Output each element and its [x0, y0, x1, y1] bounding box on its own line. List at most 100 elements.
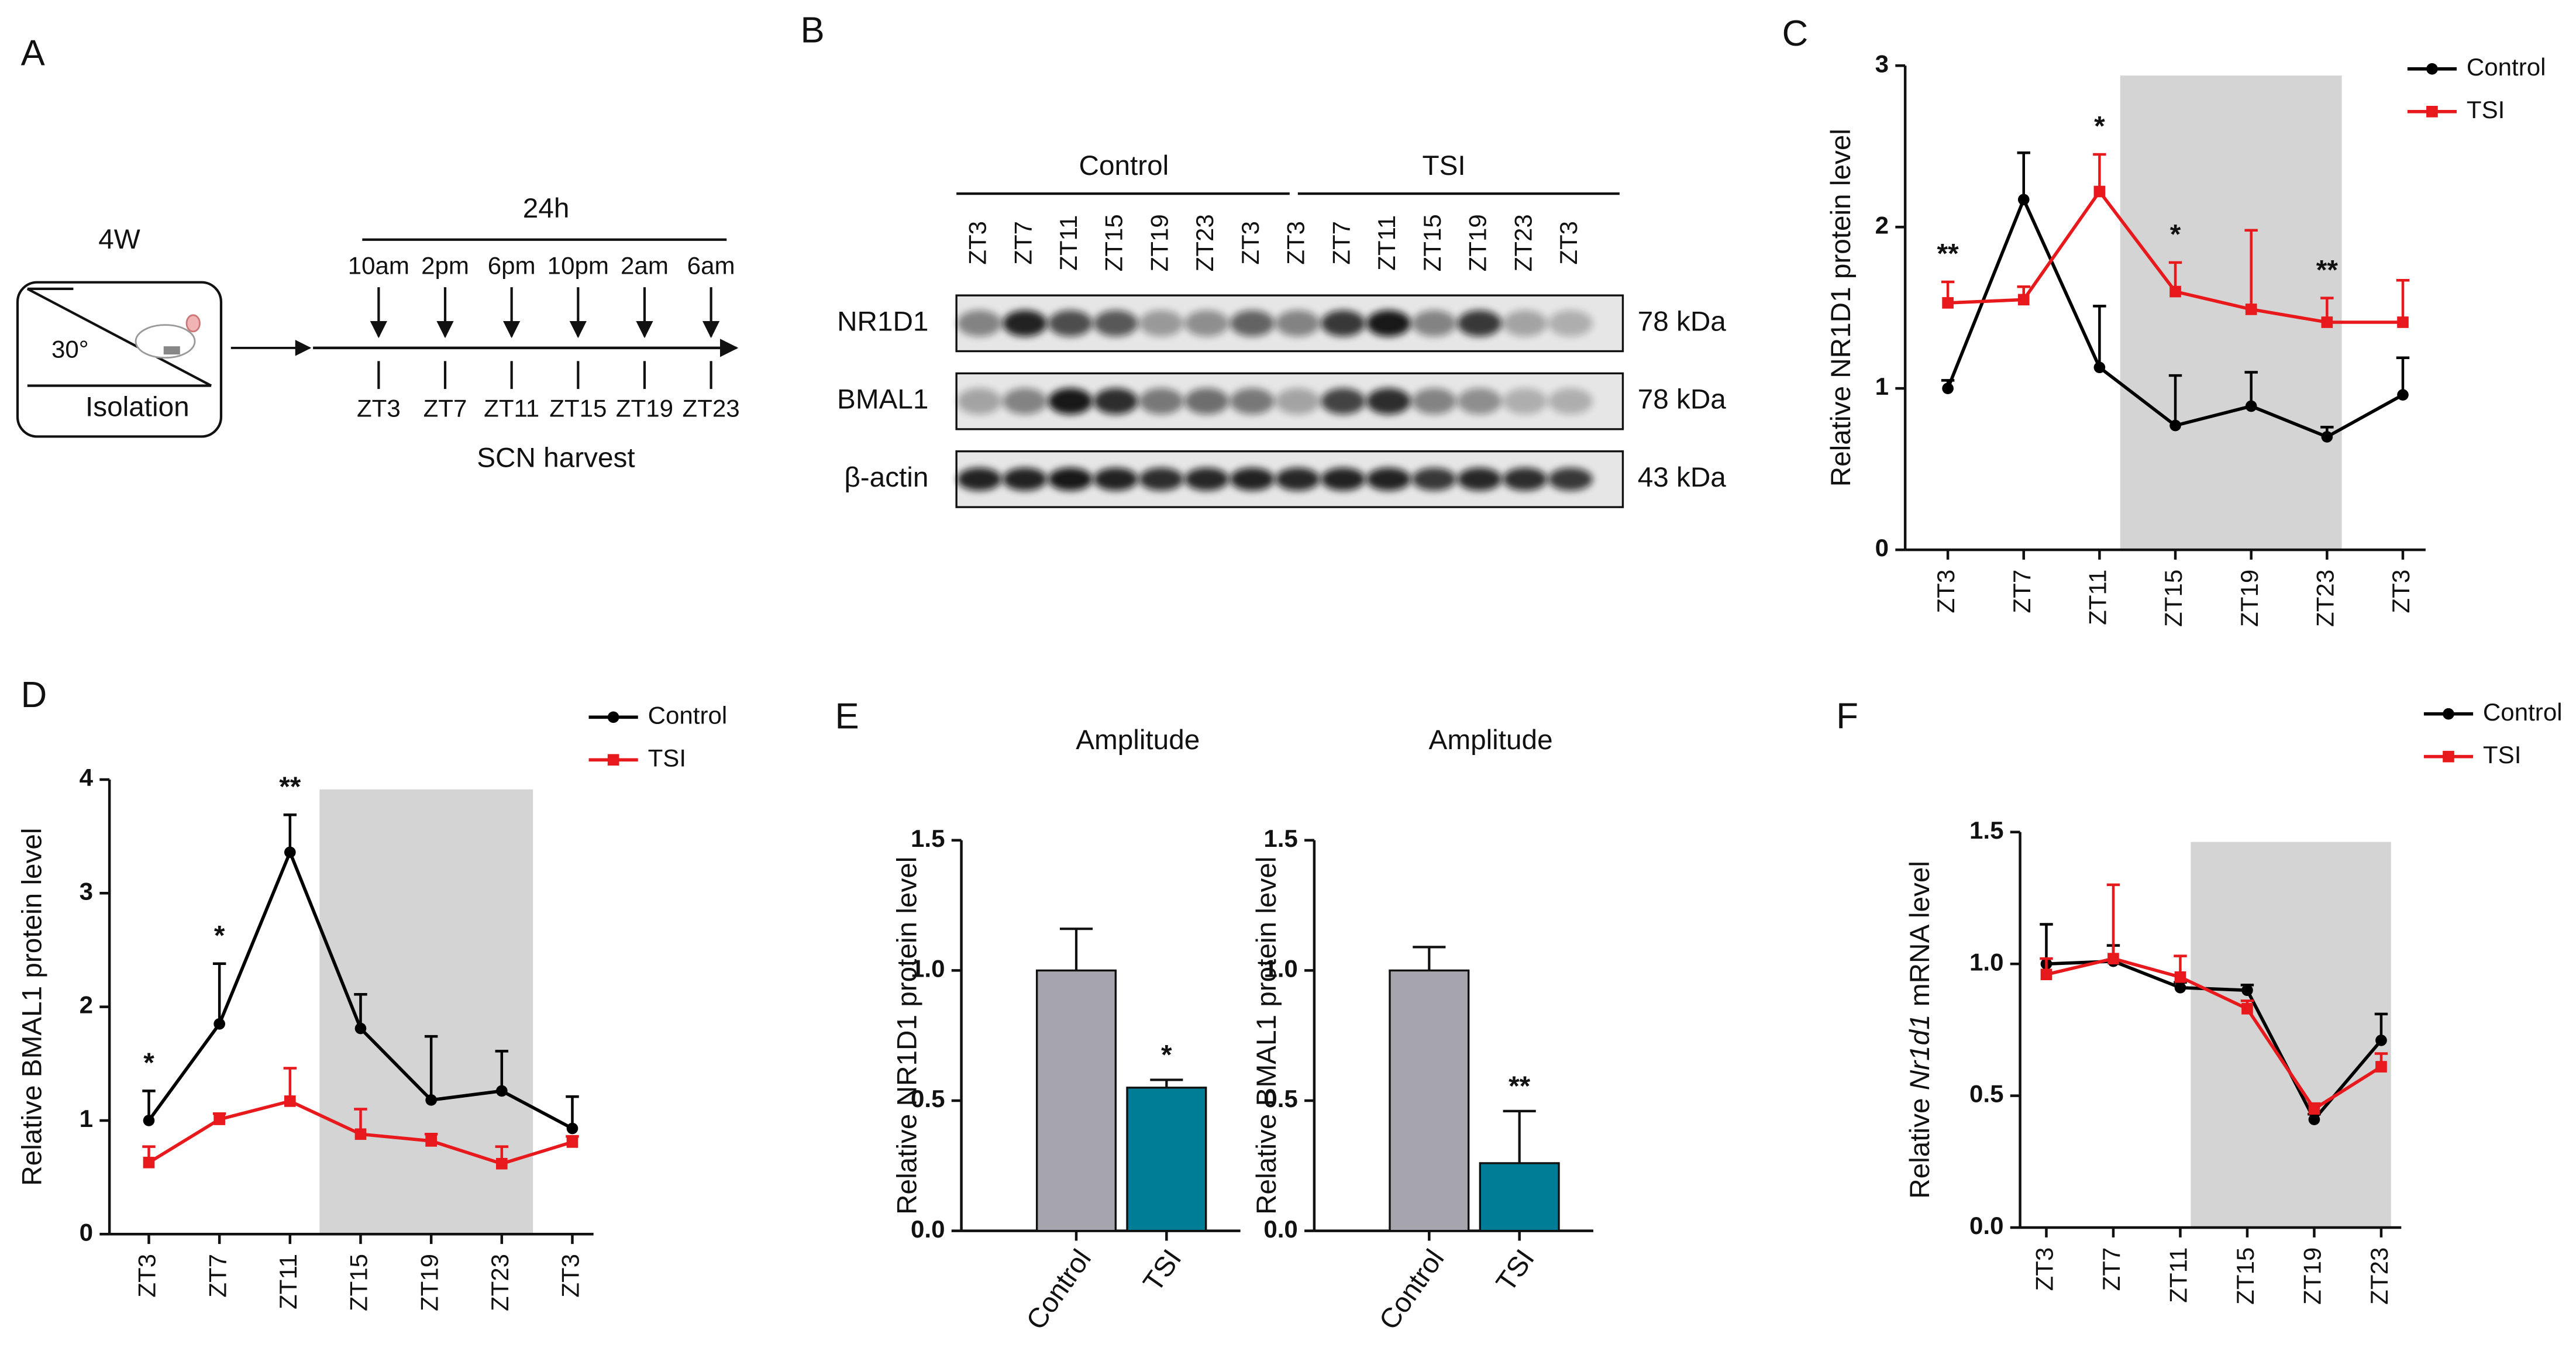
y-tick-label: 1.0	[1263, 955, 1298, 983]
band	[1548, 467, 1593, 491]
band	[1548, 310, 1593, 337]
x-tick-label: ZT23	[486, 1254, 514, 1311]
band	[1503, 388, 1548, 415]
band	[1411, 467, 1456, 491]
legend-marker	[2426, 63, 2438, 75]
zt-label: ZT3	[357, 395, 401, 422]
legend-marker	[2443, 708, 2454, 720]
x-tick-label: TSI	[1490, 1244, 1541, 1297]
band	[1457, 467, 1502, 491]
cage	[16, 281, 223, 438]
band	[1457, 388, 1502, 415]
x-tick-label: ZT7	[204, 1254, 231, 1298]
point	[2241, 984, 2253, 997]
legend-label: Control	[648, 701, 728, 729]
point	[2040, 968, 2052, 981]
x-tick-label: ZT23	[2365, 1247, 2393, 1305]
y-axis-label-part: Relative	[1905, 1090, 1936, 1199]
zt-label: ZT11	[484, 395, 539, 422]
point	[143, 1115, 155, 1126]
band	[957, 467, 1002, 491]
band	[1139, 467, 1184, 491]
band	[1230, 388, 1275, 415]
significance: **	[1937, 239, 1959, 270]
x-tick-label: ZT19	[2236, 570, 2263, 627]
bar	[1035, 969, 1117, 1232]
bar	[1389, 969, 1470, 1232]
legend-label: TSI	[2483, 741, 2521, 768]
legend-marker	[607, 754, 619, 766]
panel-label: D	[21, 675, 47, 715]
y-axis-label-part: mRNA level	[1905, 861, 1936, 1014]
mouse-tail	[163, 346, 180, 355]
legend-marker	[2426, 106, 2438, 118]
size-label: 43 kDa	[1638, 462, 1727, 493]
band	[1230, 310, 1275, 337]
chart-title: Amplitude	[1076, 725, 1200, 756]
point	[284, 1095, 296, 1107]
condition-label: Isolation	[85, 391, 190, 422]
x-tick-label: ZT19	[415, 1254, 443, 1311]
significance: *	[143, 1047, 154, 1078]
panel-label: A	[21, 33, 46, 74]
y-axis-label: Relative BMAL1 protein level	[17, 828, 48, 1185]
size-label: 78 kDa	[1638, 306, 1727, 337]
dark-phase-shade	[2120, 75, 2342, 550]
point	[425, 1135, 437, 1147]
legend-label: Control	[2483, 698, 2563, 726]
zt-label: ZT7	[423, 395, 467, 422]
duration-label: 24h	[523, 193, 570, 224]
lane-label: ZT7	[1009, 221, 1036, 265]
lane-label: ZT3	[964, 221, 991, 265]
band	[1093, 467, 1138, 491]
time-label: 6pm	[488, 252, 536, 280]
x-tick-label: ZT11	[2084, 570, 2112, 625]
legend-marker	[2443, 750, 2454, 763]
time-label: 10pm	[547, 252, 609, 280]
time-label: 6am	[687, 252, 735, 280]
x-tick-label: ZT15	[2160, 570, 2187, 627]
point	[2017, 294, 2030, 306]
significance: *	[2170, 219, 2181, 250]
y-axis-label-part: Nr1d1	[1905, 1014, 1936, 1090]
band	[1230, 467, 1275, 491]
y-axis-label: Relative Nr1d1 mRNA level	[1905, 861, 1936, 1199]
angle-label: 30°	[51, 336, 89, 363]
y-axis-label: Relative BMAL1 protein level	[1251, 857, 1282, 1215]
caption: SCN harvest	[477, 442, 635, 473]
point	[2093, 361, 2106, 374]
series-line	[2045, 957, 2382, 1111]
lane-label: ZT3	[1555, 221, 1582, 265]
mouse-ear	[185, 314, 201, 333]
point	[2174, 981, 2186, 994]
panel-label: B	[801, 10, 825, 50]
y-axis-label: Relative NR1D1 protein level	[891, 857, 922, 1215]
band	[1048, 388, 1093, 415]
significance: *	[214, 920, 225, 951]
x-tick-label: Control	[1373, 1244, 1451, 1335]
point	[2397, 389, 2409, 401]
y-tick-label: 0.0	[1263, 1215, 1298, 1243]
x-tick-label: ZT3	[2031, 1247, 2058, 1291]
row-label: BMAL1	[837, 384, 928, 415]
x-tick-label: ZT19	[2299, 1247, 2326, 1305]
y-tick-label: 0	[1875, 534, 1889, 561]
band	[1503, 310, 1548, 337]
point	[2241, 1003, 2253, 1015]
bar	[1479, 1162, 1560, 1232]
point	[2321, 431, 2333, 443]
band	[1366, 310, 1411, 337]
band	[1003, 388, 1048, 415]
legend-label: Control	[2467, 53, 2546, 81]
western-blot: Control TSI ZT3 ZT7 ZT11 ZT15 ZT19 ZT23 ZT3 ZT3…	[837, 150, 1727, 508]
point	[425, 1094, 437, 1106]
lane-label: ZT15	[1418, 214, 1446, 271]
band	[1548, 388, 1593, 415]
band	[1093, 388, 1138, 415]
band	[1139, 388, 1184, 415]
x-tick-label: ZT11	[274, 1254, 302, 1309]
legend-label: TSI	[648, 744, 686, 771]
y-tick-label: 2	[1875, 211, 1889, 239]
lane-label: ZT7	[1327, 221, 1355, 265]
y-tick-label: 3	[1875, 50, 1889, 77]
